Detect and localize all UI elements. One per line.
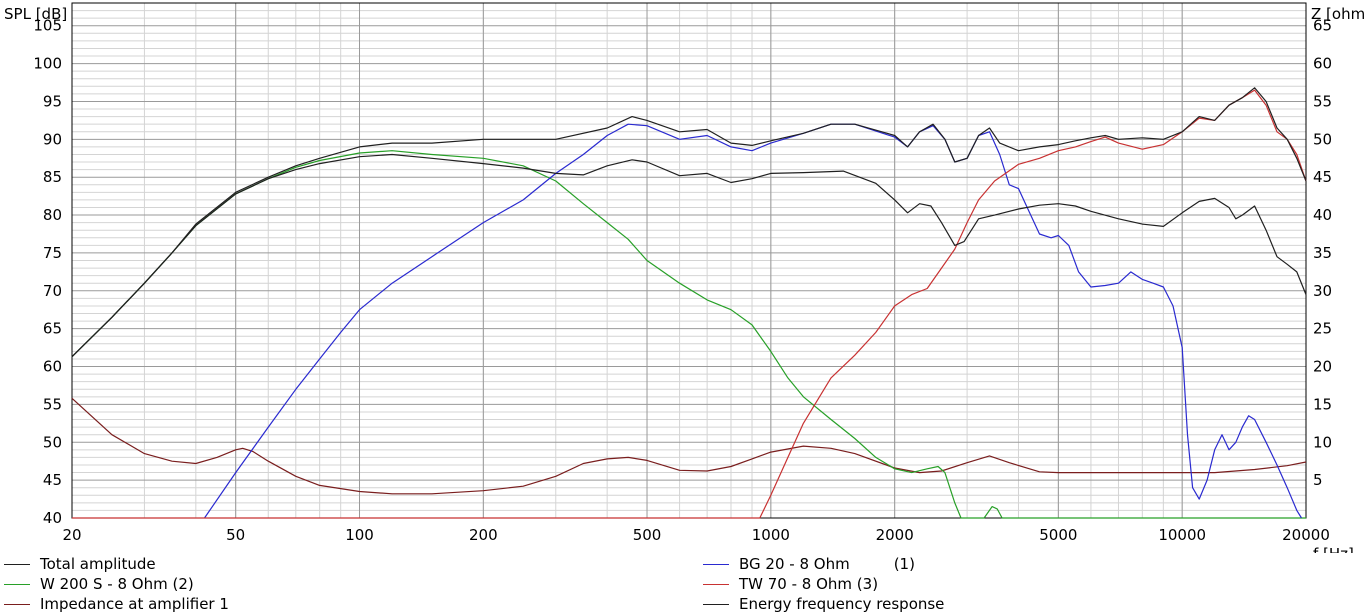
series-line-energy-frequency-response [71,153,1307,358]
y-left-tick-label: 100 [33,55,62,73]
major-gridlines [72,3,1306,518]
series-line-w-200-s-8-ohm-2 [71,150,1306,519]
x-tick-label: 5000 [1039,526,1077,544]
y-left-tick-label: 105 [33,17,62,35]
x-tick-label: 20000 [1282,526,1330,544]
legend-label: W 200 S - 8 Ohm (2) [40,575,194,593]
legend-swatch [703,563,729,565]
y-left-tick-label: 90 [43,130,62,148]
y-right-tick-label: 30 [1313,282,1332,300]
y-left-tick-label: 45 [43,471,62,489]
y-right-tick-label: 15 [1313,395,1332,413]
y-left-tick-label: 65 [43,320,62,338]
minor-gridlines [72,3,1306,518]
legend-label: Energy frequency response [739,595,945,613]
y-left-tick-label: 80 [43,206,62,224]
x-tick-label: 1000 [752,526,790,544]
y-left-tick-label: 60 [43,358,62,376]
y-right-tick-label: 65 [1313,17,1332,35]
legend-label: Impedance at amplifier 1 [40,595,229,613]
y-right-tick-label: 55 [1313,92,1332,110]
legend-item-tw70: TW 70 - 8 Ohm (3) [703,574,878,594]
tick-labels: 20 50 100 200 500 1000 2000 5000 10000 20000 40 45 5… [33,17,1332,544]
legend-label: TW 70 - 8 Ohm (3) [739,575,879,593]
y-right-tick-label: 25 [1313,320,1332,338]
legend-item-total-amplitude: Total amplitude [4,554,156,574]
y-right-tick-label: 35 [1313,244,1332,262]
legend-swatch [703,583,729,585]
y-left-axis-label: SPL [dB] [4,5,67,23]
x-tick-label: 100 [345,526,374,544]
legend-item-bg20: BG 20 - 8 Ohm (1) [703,554,915,574]
legend-swatch [4,583,30,585]
series-line-total-amplitude [71,87,1307,358]
legend-swatch [4,563,30,565]
y-right-tick-label: 60 [1313,55,1332,73]
x-tick-label: 50 [226,526,245,544]
x-tick-label: 2000 [876,526,914,544]
y-left-tick-label: 95 [43,92,62,110]
y-right-tick-label: 10 [1313,433,1332,451]
series-group [71,87,1307,519]
y-right-tick-label: 45 [1313,168,1332,186]
y-left-tick-label: 50 [43,433,62,451]
x-tick-label: 500 [633,526,662,544]
y-left-tick-label: 75 [43,244,62,262]
x-tick-label: 10000 [1158,526,1206,544]
y-right-tick-label: 5 [1313,471,1323,489]
legend-item-energy: Energy frequency response [703,594,944,614]
legend-swatch [4,603,30,605]
y-right-tick-label: 40 [1313,206,1332,224]
series-line-impedance-at-amplifier-1 [71,397,1307,495]
y-left-tick-label: 70 [43,282,62,300]
frequency-response-chart: 20 50 100 200 500 1000 2000 5000 10000 20000 40 45 5… [4,2,1365,553]
legend-label: BG 20 - 8 Ohm [739,555,850,573]
x-axis-label: f [Hz] [1313,545,1354,553]
legend: Total amplitude BG 20 - 8 Ohm (1) W 200 S… [0,553,1366,615]
y-left-tick-label: 85 [43,168,62,186]
y-left-tick-label: 40 [43,509,62,527]
legend-item-w200s: W 200 S - 8 Ohm (2) [4,574,194,594]
x-tick-label: 200 [469,526,498,544]
x-tick-label: 20 [62,526,81,544]
y-left-tick-label: 55 [43,395,62,413]
legend-swatch [703,603,729,605]
legend-suffix: (1) [893,555,915,573]
legend-label: Total amplitude [40,555,156,573]
y-right-axis-label: Z [ohm [1311,5,1365,23]
y-right-tick-label: 50 [1313,130,1332,148]
legend-item-impedance: Impedance at amplifier 1 [4,594,229,614]
y-right-tick-label: 20 [1313,358,1332,376]
